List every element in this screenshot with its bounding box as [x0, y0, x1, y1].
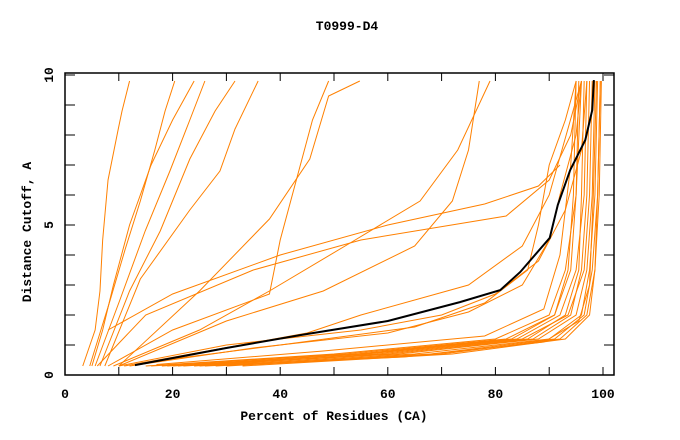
model-curve-1 — [82, 80, 131, 367]
x-tick-label: 20 — [165, 387, 181, 402]
model-curve-5 — [104, 80, 259, 367]
y-tick-label: 0 — [42, 371, 57, 379]
model-curve-12 — [96, 80, 582, 367]
model-curve-2 — [89, 80, 176, 367]
model-curve-27 — [242, 80, 602, 367]
x-tick-label: 80 — [488, 387, 504, 402]
model-curve-22 — [215, 80, 601, 367]
model-curve-28 — [177, 80, 577, 367]
chart-title: T0999-D4 — [316, 19, 379, 34]
model-curve-6 — [91, 80, 195, 367]
x-tick-label: 0 — [61, 387, 69, 402]
model-curve-23 — [151, 80, 580, 367]
model-curve-10 — [118, 80, 480, 367]
model-curve-29 — [156, 80, 577, 365]
model-curve-19 — [172, 80, 591, 367]
axis-ticks — [64, 73, 614, 376]
x-tick-labels: 0 20 40 60 80 100 — [61, 387, 615, 402]
y-axis-label: Distance Cutoff, A — [20, 162, 35, 303]
model-curve-3 — [94, 80, 206, 367]
model-curve-30 — [204, 80, 598, 367]
y-tick-labels: 0 5 10 — [42, 67, 57, 379]
model-curve-15 — [140, 80, 577, 364]
model-curve-21 — [199, 80, 599, 367]
x-axis-label: Percent of Residues (CA) — [240, 409, 427, 424]
highlighted-model-curve — [134, 80, 595, 367]
x-tick-label: 100 — [591, 387, 615, 402]
model-curve-20 — [183, 80, 596, 367]
model-curve-25 — [194, 80, 585, 367]
model-curve-11 — [107, 164, 561, 331]
model-curve-26 — [167, 80, 593, 367]
y-tick-label: 5 — [42, 221, 57, 229]
y-tick-label: 10 — [42, 67, 57, 83]
model-curve-24 — [226, 80, 601, 367]
plot-frame — [64, 72, 615, 376]
model-curve-4 — [99, 80, 236, 367]
model-curve-7 — [118, 80, 361, 367]
x-tick-label: 40 — [272, 387, 288, 402]
x-tick-label: 60 — [380, 387, 396, 402]
model-curve-13 — [118, 80, 588, 367]
model-curve-8 — [107, 80, 330, 367]
curves — [82, 80, 602, 367]
